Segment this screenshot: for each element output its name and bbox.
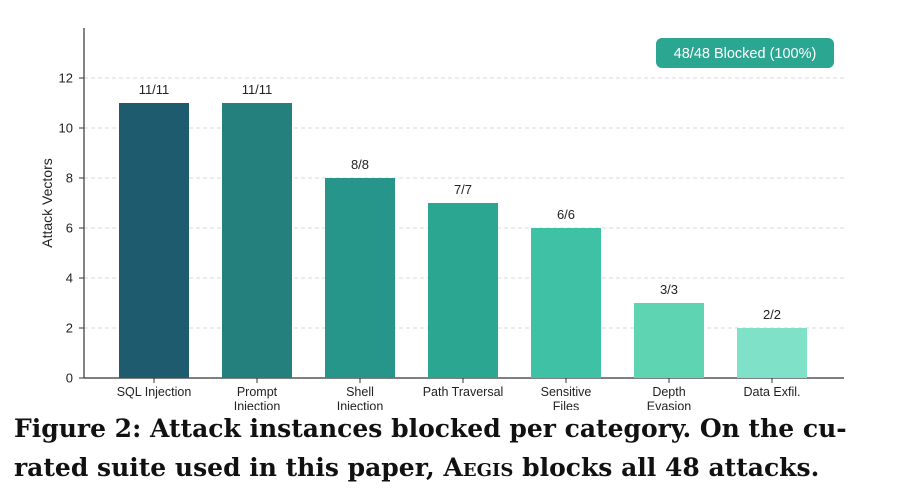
bar	[222, 103, 292, 378]
badge-background	[656, 38, 834, 68]
y-tick-label: 0	[66, 371, 73, 386]
data-label: 2/2	[763, 307, 781, 322]
x-tick-label: Depth Evasion	[647, 385, 692, 410]
blocked-badge: 48/48 Blocked (100%)	[656, 38, 834, 68]
data-label: 11/11	[242, 82, 273, 97]
y-tick-label: 10	[59, 121, 73, 136]
x-tick-label: Shell Injection	[337, 385, 384, 410]
y-tick-label: 8	[66, 171, 73, 186]
y-tick-label: 2	[66, 321, 73, 336]
y-tick-label: 6	[66, 221, 73, 236]
y-axis-label: Attack Vectors	[39, 158, 55, 247]
x-tick-label: Data Exfil.	[744, 385, 801, 399]
bar	[634, 303, 704, 378]
bar	[325, 178, 395, 378]
caption-prefix: Figure 2: Attack instances blocked per c…	[14, 414, 847, 482]
data-label: 8/8	[351, 157, 369, 172]
bar	[119, 103, 189, 378]
y-tick-labels: 0 2 4 6 8 10 12	[59, 71, 84, 386]
y-tick-label: 12	[59, 71, 73, 86]
badge-text: 48/48 Blocked (100%)	[674, 46, 817, 62]
bar	[428, 203, 498, 378]
data-label: 3/3	[660, 282, 678, 297]
category-labels: SQL Injection Prompt Injection Shell Injecti…	[117, 385, 801, 410]
caption-suffix: blocks all 48 attacks.	[513, 453, 820, 482]
bar-chart: 0 2 4 6 8 10 12 Attack Vectors 11/11 11/11 8/8 7/…	[39, 28, 844, 410]
x-tick-label: Sensitive Files	[541, 385, 592, 410]
x-tick-label: Prompt Injection	[234, 385, 281, 410]
x-tick-label: SQL Injection	[117, 385, 192, 399]
bar	[531, 228, 601, 378]
data-labels: 11/11 11/11 8/8 7/7 6/6 3/3 2/2	[139, 82, 781, 322]
y-tick-label: 4	[66, 271, 73, 286]
data-label: 11/11	[139, 82, 170, 97]
data-label: 7/7	[454, 182, 472, 197]
figure-caption: Figure 2: Attack instances blocked per c…	[14, 409, 904, 487]
caption-system-name: Aegis	[443, 453, 514, 482]
x-tick-label: Path Traversal	[423, 385, 504, 399]
bar	[737, 328, 807, 378]
bars	[119, 103, 807, 378]
data-label: 6/6	[557, 207, 575, 222]
